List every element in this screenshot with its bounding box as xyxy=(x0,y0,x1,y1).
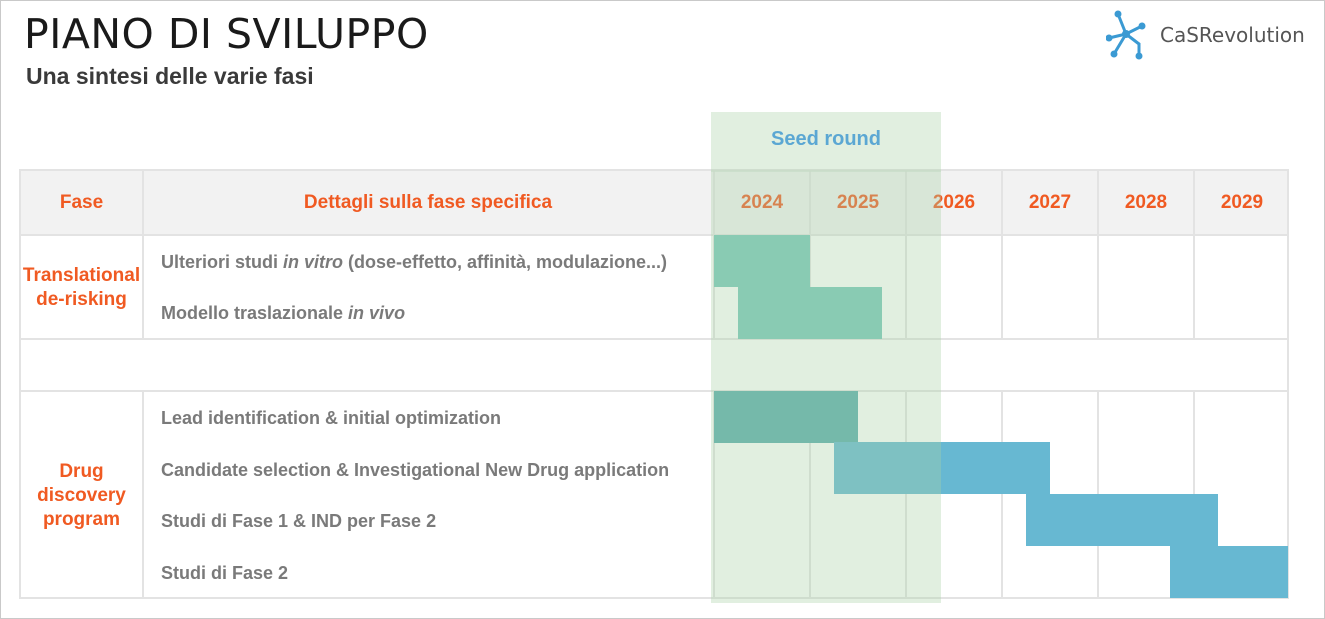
year-header-2025: 2025 xyxy=(836,192,880,213)
page-title: PIANO DI SVILUPPO xyxy=(24,10,429,58)
column-divider xyxy=(142,390,144,599)
row-divider xyxy=(20,338,1288,340)
gantt-bar xyxy=(1170,546,1288,598)
row-divider xyxy=(20,234,1288,236)
gantt-bar xyxy=(1026,494,1218,546)
column-header-phase: Fase xyxy=(59,192,104,213)
column-divider xyxy=(1097,169,1099,339)
task-label: Studi di Fase 1 & IND per Fase 2 xyxy=(161,511,437,531)
column-divider xyxy=(809,169,811,339)
seed-round-divider xyxy=(711,170,941,172)
year-header-2029: 2029 xyxy=(1220,192,1264,213)
task-label: Modello traslazionale in vivo xyxy=(161,303,406,323)
column-divider xyxy=(713,390,715,599)
gantt-bar xyxy=(834,442,1050,494)
column-divider xyxy=(905,169,907,339)
seed-round-highlight xyxy=(711,112,941,603)
column-divider xyxy=(905,390,907,599)
column-divider xyxy=(19,169,21,599)
year-header-2028: 2028 xyxy=(1124,192,1168,213)
logo-text: CaSRevolution xyxy=(1160,23,1305,47)
seed-round-label: Seed round xyxy=(770,128,881,150)
task-label: Studi di Fase 2 xyxy=(161,563,289,583)
column-divider xyxy=(809,390,811,599)
table-header-background xyxy=(20,170,1288,235)
gantt-bar xyxy=(738,287,882,339)
year-header-2024: 2024 xyxy=(740,192,784,213)
year-header-2026: 2026 xyxy=(932,192,976,213)
row-divider xyxy=(20,597,1288,599)
page-subtitle: Una sintesi delle varie fasi xyxy=(26,63,314,89)
year-header-2027: 2027 xyxy=(1028,192,1072,213)
task-label: Candidate selection & Investigational Ne… xyxy=(161,460,670,480)
column-divider xyxy=(1001,169,1003,339)
row-divider xyxy=(20,169,1288,171)
phase-label-translational: Translational de-risking xyxy=(22,265,141,310)
column-divider xyxy=(142,169,144,339)
column-header-details: Dettagli sulla fase specifica xyxy=(303,192,553,213)
column-divider xyxy=(1287,169,1289,599)
phase-label-drug-discovery: Drug discovery program xyxy=(37,461,126,530)
gantt-bar xyxy=(714,391,858,443)
task-label: Ulteriori studi in vitro (dose-effetto, … xyxy=(161,252,668,272)
molecule-icon xyxy=(1106,10,1146,60)
task-label: Lead identification & initial optimizati… xyxy=(161,408,502,428)
column-divider xyxy=(1193,169,1195,339)
row-divider xyxy=(20,390,1288,392)
gantt-bar xyxy=(714,235,810,287)
column-divider xyxy=(1001,390,1003,599)
